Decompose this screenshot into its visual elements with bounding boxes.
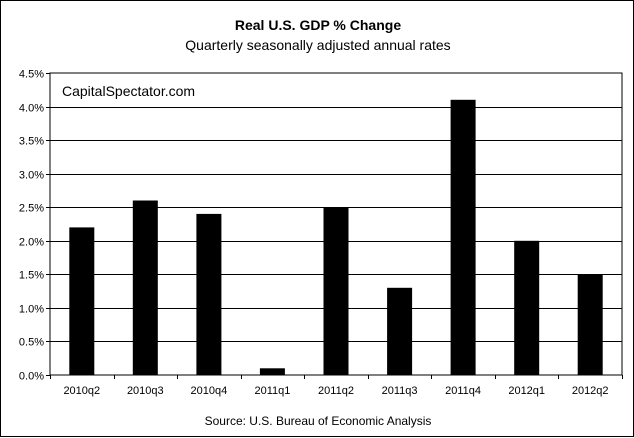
y-tick-label: 2.0% [19,237,44,249]
x-axis-ticks: 2010q2 2010q3 2010q4 2011q1 2011q2 2011q3 2011… [50,375,623,397]
x-tick-label: 2011q1 [254,385,290,397]
x-tick-label: 2010q2 [63,385,100,397]
y-tick-label: 2.5% [19,203,44,215]
annotation-label: CapitalSpectator.com [62,83,195,99]
bar-2011q2 [323,207,349,375]
y-axis-ticks: 0.0% 0.5% 1.0% 1.5% 2.0% 2.5% 3.0% 3.5% 4.0% 4.5% [19,69,50,383]
y-tick-label: 0.0% [19,371,44,383]
bar-2011q3 [387,287,413,375]
x-tick-label: 2011q4 [445,385,481,397]
y-tick-label: 3.0% [19,170,44,182]
y-tick-label: 4.5% [19,69,44,81]
x-tick-label: 2010q4 [191,385,228,397]
x-tick-label: 2012q1 [508,385,545,397]
plot-area-border [49,72,623,376]
x-tick-label: 2011q2 [318,385,354,397]
chart-source: Source: U.S. Bureau of Economic Analysis [204,414,432,428]
y-tick-label: 3.5% [19,136,44,148]
bars [69,99,603,376]
bar-2010q4 [196,213,222,375]
x-tick-label: 2012q2 [572,385,609,397]
y-tick-label: 1.0% [19,304,44,316]
bar-2011q4 [450,99,476,376]
bar-2010q3 [132,200,158,375]
bar-2012q1 [514,240,540,375]
bar-2010q2 [69,227,95,375]
x-tick-label: 2011q3 [382,385,418,397]
chart-subtitle: Quarterly seasonally adjusted annual rat… [185,37,451,53]
y-tick-label: 0.5% [19,337,44,349]
chart-title: Real U.S. GDP % Change [234,17,402,33]
x-tick-label: 2010q3 [127,385,164,397]
bar-2012q2 [577,274,603,375]
y-tick-label: 4.0% [19,103,44,115]
y-tick-label: 1.5% [19,270,44,282]
bar-2011q1 [259,368,285,375]
annotation-box: CapitalSpectator.com [56,78,195,103]
